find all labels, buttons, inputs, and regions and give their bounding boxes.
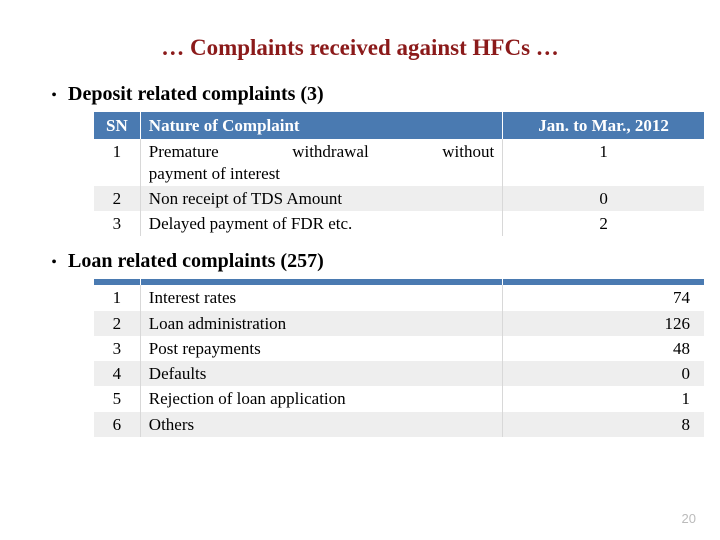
table-header-row: SN Nature of Complaint Jan. to Mar., 201… (94, 112, 704, 139)
cell-value: 8 (503, 412, 704, 437)
section-deposit: • Deposit related complaints (3) (40, 83, 680, 106)
cell-sn: 5 (94, 386, 140, 411)
cell-sn: 1 (94, 285, 140, 310)
slide-number: 20 (682, 511, 696, 526)
section-loan: • Loan related complaints (257) (40, 250, 680, 273)
section2-heading: Loan related complaints (257) (68, 250, 324, 273)
slide-title: … Complaints received against HFCs … (40, 35, 680, 61)
cell-nature: Defaults (140, 361, 502, 386)
cell-sn: 1 (94, 139, 140, 186)
cell-sn: 3 (94, 211, 140, 236)
bullet-icon: • (40, 83, 68, 105)
cell-nature: Delayed payment of FDR etc. (140, 211, 502, 236)
cell-value: 1 (503, 386, 704, 411)
cell-nature: Post repayments (140, 336, 502, 361)
table-row: 3 Delayed payment of FDR etc. 2 (94, 211, 704, 236)
cell-value: 2 (503, 211, 704, 236)
table-row: 4 Defaults 0 (94, 361, 704, 386)
cell-value: 0 (503, 361, 704, 386)
cell-value: 126 (503, 311, 704, 336)
header-period: Jan. to Mar., 2012 (503, 112, 704, 139)
section1-heading: Deposit related complaints (3) (68, 83, 324, 106)
deposit-complaints-table: SN Nature of Complaint Jan. to Mar., 201… (94, 112, 704, 236)
table-row: 3 Post repayments 48 (94, 336, 704, 361)
cell-nature: Rejection of loan application (140, 386, 502, 411)
table-row: 2 Loan administration 126 (94, 311, 704, 336)
cell-sn: 2 (94, 311, 140, 336)
cell-sn: 6 (94, 412, 140, 437)
header-sn: SN (94, 112, 140, 139)
header-nature: Nature of Complaint (140, 112, 502, 139)
cell-value: 74 (503, 285, 704, 310)
table-row: 6 Others 8 (94, 412, 704, 437)
table-row: 1 Interest rates 74 (94, 285, 704, 310)
table-row: 2 Non receipt of TDS Amount 0 (94, 186, 704, 211)
cell-sn: 4 (94, 361, 140, 386)
table-row: 5 Rejection of loan application 1 (94, 386, 704, 411)
cell-nature: Premature withdrawal without payment of … (140, 139, 502, 186)
cell-sn: 3 (94, 336, 140, 361)
nature-line2: payment of interest (149, 163, 494, 184)
cell-nature: Non receipt of TDS Amount (140, 186, 502, 211)
cell-value: 1 (503, 139, 704, 186)
bullet-icon: • (40, 250, 68, 272)
table-row: 1 Premature withdrawal without payment o… (94, 139, 704, 186)
loan-complaints-table: 1 Interest rates 74 2 Loan administratio… (94, 279, 704, 437)
cell-nature: Others (140, 412, 502, 437)
cell-value: 48 (503, 336, 704, 361)
cell-nature: Interest rates (140, 285, 502, 310)
cell-sn: 2 (94, 186, 140, 211)
nature-line1: Premature withdrawal without (149, 141, 494, 162)
cell-nature: Loan administration (140, 311, 502, 336)
cell-value: 0 (503, 186, 704, 211)
